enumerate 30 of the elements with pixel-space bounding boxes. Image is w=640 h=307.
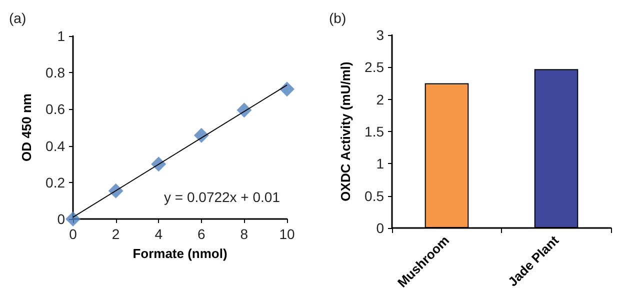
y-tick-label: 2.5 [364, 59, 384, 76]
y-tick-label: 2 [376, 91, 384, 108]
y-tick-label: 1.5 [364, 124, 384, 140]
point [108, 183, 124, 198]
x-tick-label: 8 [240, 226, 248, 242]
chart-title: (a) [9, 10, 26, 26]
y-tick-label: 0.8 [46, 64, 66, 81]
y-tick-label: 0.2 [46, 174, 66, 190]
y-axis-title: OD 450 nm [19, 94, 34, 162]
y-tick-label: 1 [57, 28, 66, 44]
point [236, 102, 252, 118]
point [66, 212, 80, 226]
y-tick-label: 3 [376, 27, 384, 43]
y-tick-label: 1 [376, 156, 384, 172]
point [151, 156, 166, 172]
point [194, 128, 209, 143]
y-tick-label: 0 [57, 211, 66, 227]
x-tick-label: 2 [112, 226, 120, 242]
chart-title: (b) [329, 10, 346, 26]
x-tick-label: 0 [69, 226, 78, 242]
x-tick-label: 6 [198, 226, 206, 242]
y-tick-label: 0.5 [364, 188, 384, 204]
x-axis-title: Formate (nmol) [132, 246, 228, 261]
x-tick-label: 4 [154, 226, 163, 242]
y-tick-label: 0.6 [46, 101, 66, 118]
x-tick-label: 10 [279, 226, 295, 242]
y-tick-label: 0.4 [46, 138, 66, 154]
annotation: y = 0.0722x + 0.01 [164, 189, 280, 205]
y-axis-title: OXDC Activity (mU/ml) [338, 62, 353, 202]
point [280, 82, 294, 97]
